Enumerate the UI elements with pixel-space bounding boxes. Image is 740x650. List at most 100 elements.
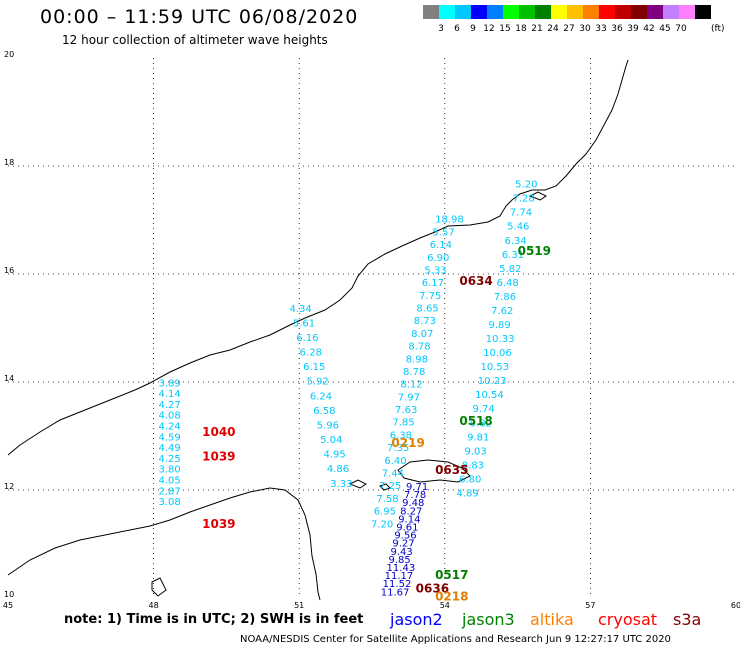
pass-time-label: 1040 [202, 425, 235, 439]
colorbar-swatch [535, 5, 551, 19]
wave-height-value: 9.85 [389, 555, 411, 566]
colorbar-tick-label: 12 [483, 24, 495, 34]
wave-height-value: 10.33 [486, 334, 515, 345]
wave-height-value: 8.98 [406, 354, 428, 365]
wave-height-value: 9.89 [488, 320, 510, 331]
wave-height-value: 4.59 [158, 432, 180, 443]
colorbar-tick-label: 36 [611, 24, 623, 34]
colorbar-swatch [599, 5, 615, 19]
wave-height-value: 3.33 [330, 479, 352, 490]
map-subtitle: 12 hour collection of altimeter wave hei… [62, 33, 328, 47]
pass-time-label: 0634 [459, 274, 492, 288]
wave-height-value: 6.15 [303, 362, 325, 373]
latitude-tick-label: 20 [4, 50, 14, 59]
wave-height-value: 5.20 [515, 180, 537, 191]
colorbar-swatch [439, 5, 455, 19]
colorbar-unit: (ft) [711, 24, 725, 34]
wave-height-value: 10.23 [478, 376, 507, 387]
colorbar-tick-label: 15 [499, 24, 511, 34]
colorbar-swatch [551, 5, 567, 19]
wave-height-value: 9.43 [390, 547, 412, 558]
wave-height-value: 6.28 [300, 348, 322, 359]
colorbar-swatch [583, 5, 599, 19]
wave-height-value: 7.20 [371, 519, 393, 530]
wave-height-map[interactable]: 3.894.144.274.084.244.594.494.253.804.05… [0, 0, 740, 610]
colorbar-swatch [647, 5, 663, 19]
wave-height-value: 9.81 [467, 432, 489, 443]
colorbar-swatch [487, 5, 503, 19]
wave-height-value: 7.35 [387, 443, 409, 454]
wave-height-value: 8.12 [400, 380, 422, 391]
colorbar-swatch [503, 5, 519, 19]
longitude-tick-label: 45 [3, 601, 13, 610]
axis-tick-labels: 45 48 51 54 57 60 20 18 16 14 12 10 [3, 50, 740, 610]
wave-height-value: 4.05 [158, 476, 180, 487]
wave-height-value: 7.75 [419, 291, 441, 302]
wave-height-value: 6.38 [390, 430, 412, 441]
colorbar-tick-label: 45 [659, 24, 671, 34]
wave-height-value: 3.89 [158, 378, 180, 389]
latitude-tick-label: 12 [4, 482, 14, 491]
colorbar-swatch [471, 5, 487, 19]
wave-height-value: 5.33 [424, 265, 446, 276]
pass-time-label: 0518 [459, 414, 492, 428]
wave-height-value: 9.03 [464, 446, 486, 457]
wave-height-value: 6.90 [427, 253, 449, 264]
wave-height-value: 7.44 [382, 469, 404, 480]
socotra-island [397, 459, 471, 483]
wave-height-value: 9.56 [394, 531, 416, 542]
island-small-1 [348, 479, 367, 489]
coastline [7, 59, 629, 601]
legend-jason3: jason3 [462, 610, 515, 629]
wave-height-value: 11.67 [381, 587, 410, 598]
wave-height-value: 8.65 [416, 304, 438, 315]
wave-height-value: 9.61 [396, 523, 418, 534]
wave-height-value: 6.95 [374, 507, 396, 518]
wave-height-value: 9.48 [402, 498, 424, 509]
wave-height-value: 7.58 [376, 494, 398, 505]
pass-time-label: 0218 [435, 590, 468, 604]
latitude-tick-label: 16 [4, 266, 14, 275]
wave-height-value: 9.71 [406, 482, 428, 493]
wave-height-value: 11.17 [385, 571, 414, 582]
colorbar-swatch [679, 5, 695, 19]
colorbar-tick-label: 6 [454, 24, 460, 34]
wave-height-value: 6.40 [384, 456, 406, 467]
wave-height-value: 6.16 [296, 333, 318, 344]
colorbar-tick-label: 18 [515, 24, 527, 34]
legend-cryosat: cryosat [598, 610, 658, 629]
pass-time-label: 0635 [435, 463, 468, 477]
wave-height-value: 3.80 [158, 465, 180, 476]
wave-height-value: 6.14 [430, 240, 452, 251]
wave-height-value: 18.98 [435, 215, 464, 226]
wave-height-value: 10.53 [480, 362, 509, 373]
wave-height-value: 7.85 [392, 418, 414, 429]
legend-s3a: s3a [673, 610, 702, 629]
wave-height-value: 4.49 [158, 443, 180, 454]
wave-height-value: 5.82 [499, 264, 521, 275]
colorbar-tick-label: 3 [438, 24, 444, 34]
wave-height-value: 9.27 [392, 539, 414, 550]
longitude-tick-label: 54 [440, 601, 450, 610]
legend-jason2: jason2 [390, 610, 443, 629]
longitude-tick-label: 48 [149, 601, 159, 610]
wave-height-value: 6.48 [496, 278, 518, 289]
colorbar-swatch [631, 5, 647, 19]
wave-height-value: 3.08 [158, 497, 180, 508]
wave-height-value: 8.07 [411, 329, 433, 340]
wave-height-value: 4.27 [158, 400, 180, 411]
pass-time-label: 0219 [391, 436, 424, 450]
lat-lon-grid [8, 58, 736, 598]
colorbar-swatch [519, 5, 535, 19]
colorbar-tick-label: 39 [627, 24, 639, 34]
colorbar-swatch [615, 5, 631, 19]
wave-height-value: 5.96 [317, 420, 339, 431]
island-small-2 [379, 483, 391, 491]
wave-height-value: 11.43 [387, 563, 416, 574]
wave-height-value: 7.97 [398, 392, 420, 403]
pass-time-labels: 1040 1039 1039 0519 0634 0518 0219 0635 05170636… [202, 244, 551, 604]
wave-height-value: 4.08 [158, 411, 180, 422]
pass-time-label: 1039 [202, 449, 235, 463]
wave-height-value: 5.46 [507, 222, 529, 233]
longitude-tick-label: 57 [585, 601, 595, 610]
